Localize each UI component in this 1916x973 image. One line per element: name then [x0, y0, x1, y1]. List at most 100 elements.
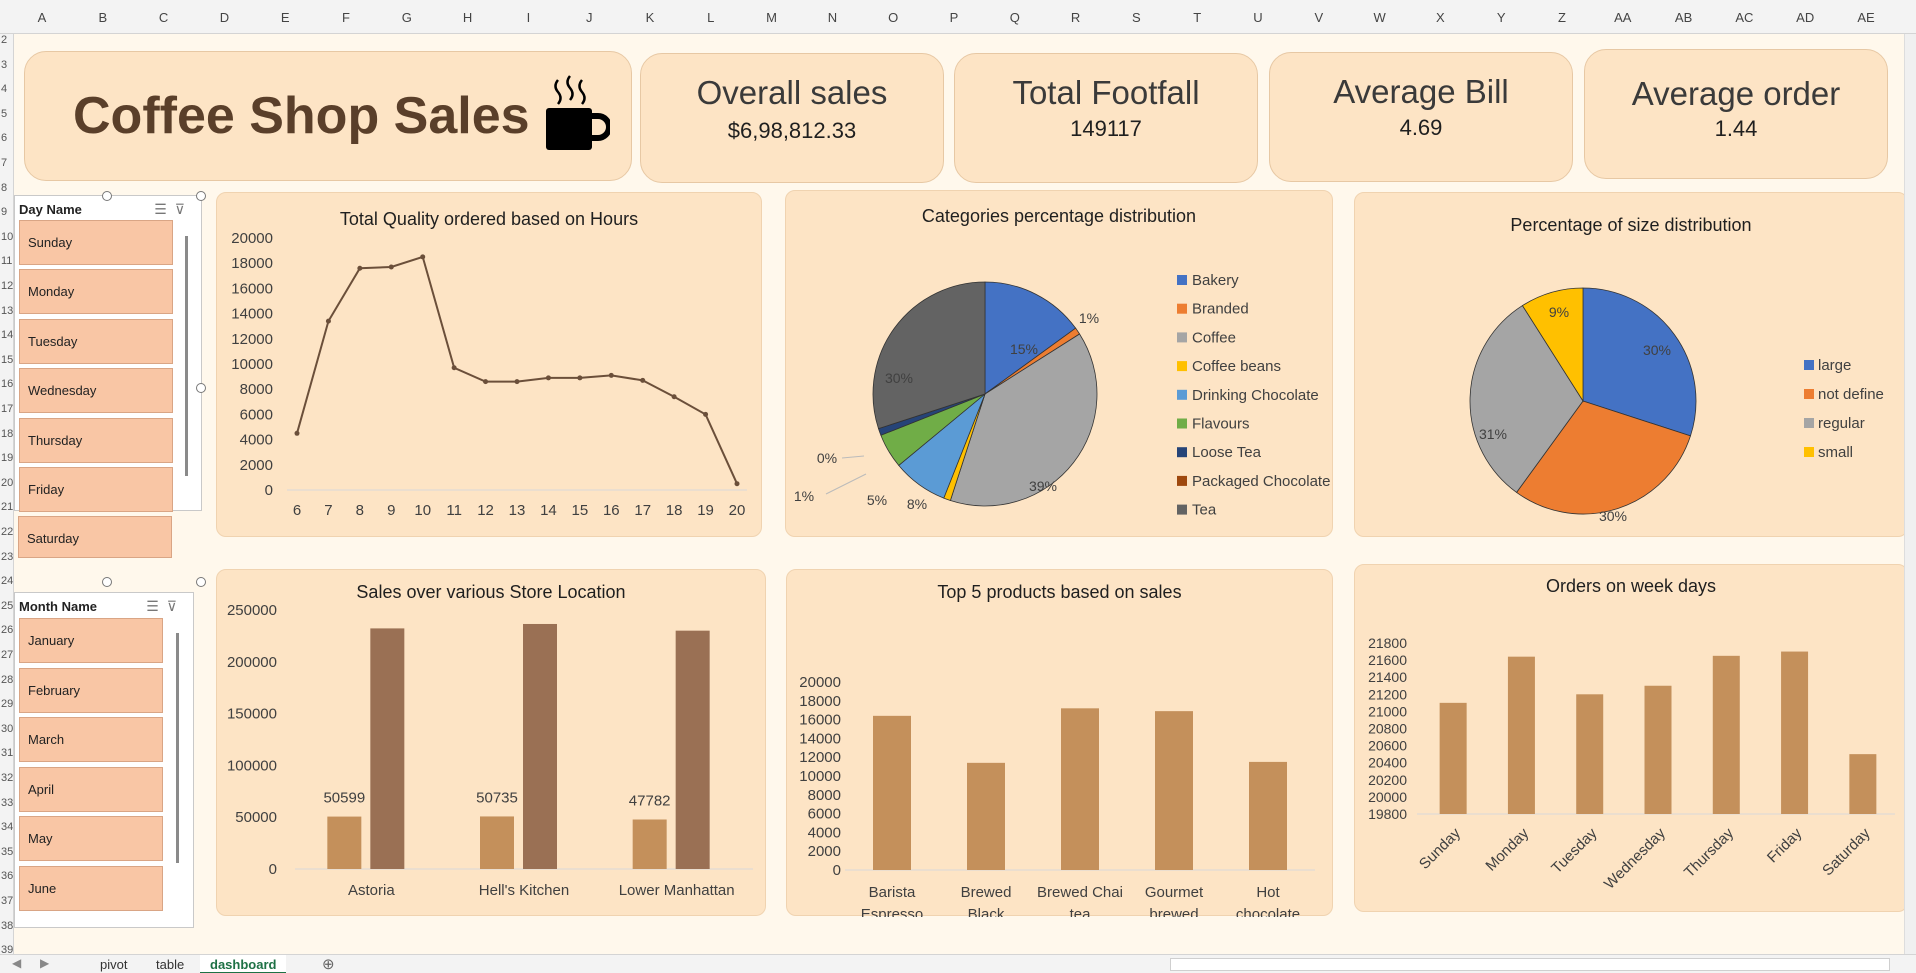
column-label[interactable]: J	[585, 10, 593, 25]
row-label[interactable]: 31	[1, 747, 14, 760]
scroll-right-icon[interactable]: ▶	[40, 956, 50, 970]
resize-handle[interactable]	[196, 191, 206, 201]
row-label[interactable]: 2	[1, 34, 8, 46]
row-label[interactable]: 19	[1, 452, 14, 465]
horizontal-scrollbar[interactable]	[1170, 958, 1890, 971]
column-label[interactable]: L	[707, 10, 715, 25]
row-label[interactable]: 22	[1, 526, 14, 538]
tab-pivot[interactable]: pivot	[100, 957, 128, 972]
slicer-item[interactable]: Monday	[19, 269, 173, 314]
slicer-item[interactable]: Wednesday	[19, 368, 173, 413]
row-label[interactable]: 16	[1, 378, 14, 391]
row-label[interactable]: 23	[1, 550, 14, 563]
resize-handle[interactable]	[196, 383, 206, 393]
row-label[interactable]: 34	[1, 821, 14, 834]
row-label[interactable]: 13	[1, 304, 14, 317]
column-label[interactable]: F	[342, 10, 350, 25]
clear-filter-icon[interactable]: ⊽	[166, 598, 185, 614]
row-label[interactable]: 10	[1, 230, 14, 243]
column-label[interactable]: B	[98, 10, 108, 25]
column-label[interactable]: AD	[1796, 10, 1815, 25]
row-label[interactable]: 12	[1, 280, 14, 292]
slicer-item[interactable]: April	[19, 767, 163, 812]
resize-handle[interactable]	[196, 577, 206, 587]
row-label[interactable]: 5	[1, 107, 8, 120]
row-label[interactable]: 20	[1, 476, 14, 489]
row-label[interactable]: 36	[1, 870, 14, 883]
row-label[interactable]: 18	[1, 427, 14, 440]
row-label[interactable]: 28	[1, 673, 14, 686]
row-label[interactable]: 26	[1, 624, 14, 637]
row-label[interactable]: 6	[1, 132, 8, 145]
row-label[interactable]: 29	[1, 698, 14, 711]
slicer-item[interactable]: Sunday	[19, 220, 173, 265]
categories-pie-chart[interactable]: Categories percentage distribution 15% 1%…	[785, 190, 1333, 537]
multi-select-icon[interactable]: ☰	[154, 201, 175, 217]
slicer-item[interactable]: Friday	[19, 467, 173, 512]
slicer-item[interactable]: Tuesday	[19, 319, 173, 364]
row-label[interactable]: 32	[1, 772, 14, 784]
day-name-slicer[interactable]: Day Name ☰⊽ Sunday Monday Tuesday Wednes…	[14, 195, 202, 512]
row-label[interactable]: 39	[1, 944, 14, 954]
column-label[interactable]: D	[219, 10, 230, 25]
row-label[interactable]: 21	[1, 501, 14, 514]
row-label[interactable]: 35	[1, 845, 14, 858]
store-location-bar-chart[interactable]: Sales over various Store Location 250000…	[216, 569, 766, 916]
row-label[interactable]: 3	[1, 58, 8, 71]
column-label[interactable]: AB	[1674, 10, 1693, 25]
slicer-item[interactable]: February	[19, 668, 163, 713]
column-label[interactable]: N	[827, 10, 838, 25]
row-label[interactable]: 7	[1, 157, 8, 169]
row-label[interactable]: 33	[1, 796, 14, 809]
row-label[interactable]: 25	[1, 599, 14, 612]
column-label[interactable]: H	[462, 10, 473, 25]
vertical-scrollbar[interactable]	[1904, 34, 1916, 954]
column-label[interactable]: C	[158, 10, 169, 25]
column-label[interactable]: E	[280, 10, 290, 25]
row-label[interactable]: 24	[1, 575, 14, 588]
column-label[interactable]: T	[1193, 10, 1202, 25]
row-label[interactable]: 17	[1, 403, 14, 415]
add-sheet-icon[interactable]: ⊕	[322, 956, 335, 973]
row-label[interactable]: 27	[1, 649, 14, 661]
column-label[interactable]: W	[1373, 10, 1386, 25]
column-label[interactable]: S	[1132, 10, 1141, 25]
column-label[interactable]: R	[1070, 10, 1081, 25]
row-label[interactable]: 38	[1, 919, 14, 932]
slicer-item[interactable]: June	[19, 866, 163, 911]
column-label[interactable]: M	[766, 10, 778, 25]
row-label[interactable]: 8	[1, 181, 8, 194]
column-label[interactable]: P	[949, 10, 959, 25]
row-label[interactable]: 4	[1, 83, 8, 96]
month-name-slicer[interactable]: Month Name ☰⊽ January February March Apr…	[14, 592, 194, 928]
row-label[interactable]: 11	[1, 255, 13, 268]
column-label[interactable]: AC	[1735, 10, 1754, 25]
slicer-item[interactable]: Thursday	[19, 418, 173, 463]
row-label[interactable]: 30	[1, 722, 14, 735]
column-label[interactable]: AA	[1614, 10, 1632, 25]
column-label[interactable]: Q	[1009, 10, 1020, 25]
resize-handle[interactable]	[102, 577, 112, 587]
column-label[interactable]: V	[1314, 10, 1324, 25]
tab-dashboard[interactable]: dashboard	[200, 955, 287, 973]
weekday-orders-bar-chart[interactable]: Orders on week days 21800 21600 21400 21200…	[1354, 564, 1908, 912]
column-label[interactable]: I	[526, 10, 531, 25]
row-label[interactable]: 37	[1, 895, 14, 907]
row-label[interactable]: 15	[1, 353, 14, 366]
column-label[interactable]: AE	[1857, 10, 1875, 25]
slicer-scrollbar[interactable]	[176, 633, 179, 863]
column-label[interactable]: O	[888, 10, 899, 25]
slicer-item[interactable]: May	[19, 816, 163, 861]
top-products-bar-chart[interactable]: Top 5 products based on sales 20000 18000…	[786, 569, 1333, 917]
column-label[interactable]: U	[1253, 10, 1263, 25]
multi-select-icon[interactable]: ☰	[146, 598, 167, 614]
clear-filter-icon[interactable]: ⊽	[174, 201, 193, 217]
slicer-scrollbar[interactable]	[185, 236, 188, 476]
scroll-left-icon[interactable]: ◀	[12, 956, 22, 970]
slicer-item[interactable]: March	[19, 717, 163, 762]
row-label[interactable]: 14	[1, 329, 14, 342]
slicer-item[interactable]: January	[19, 618, 163, 663]
column-label[interactable]: A	[37, 10, 47, 25]
row-label[interactable]: 9	[1, 206, 8, 219]
resize-handle[interactable]	[102, 191, 112, 201]
